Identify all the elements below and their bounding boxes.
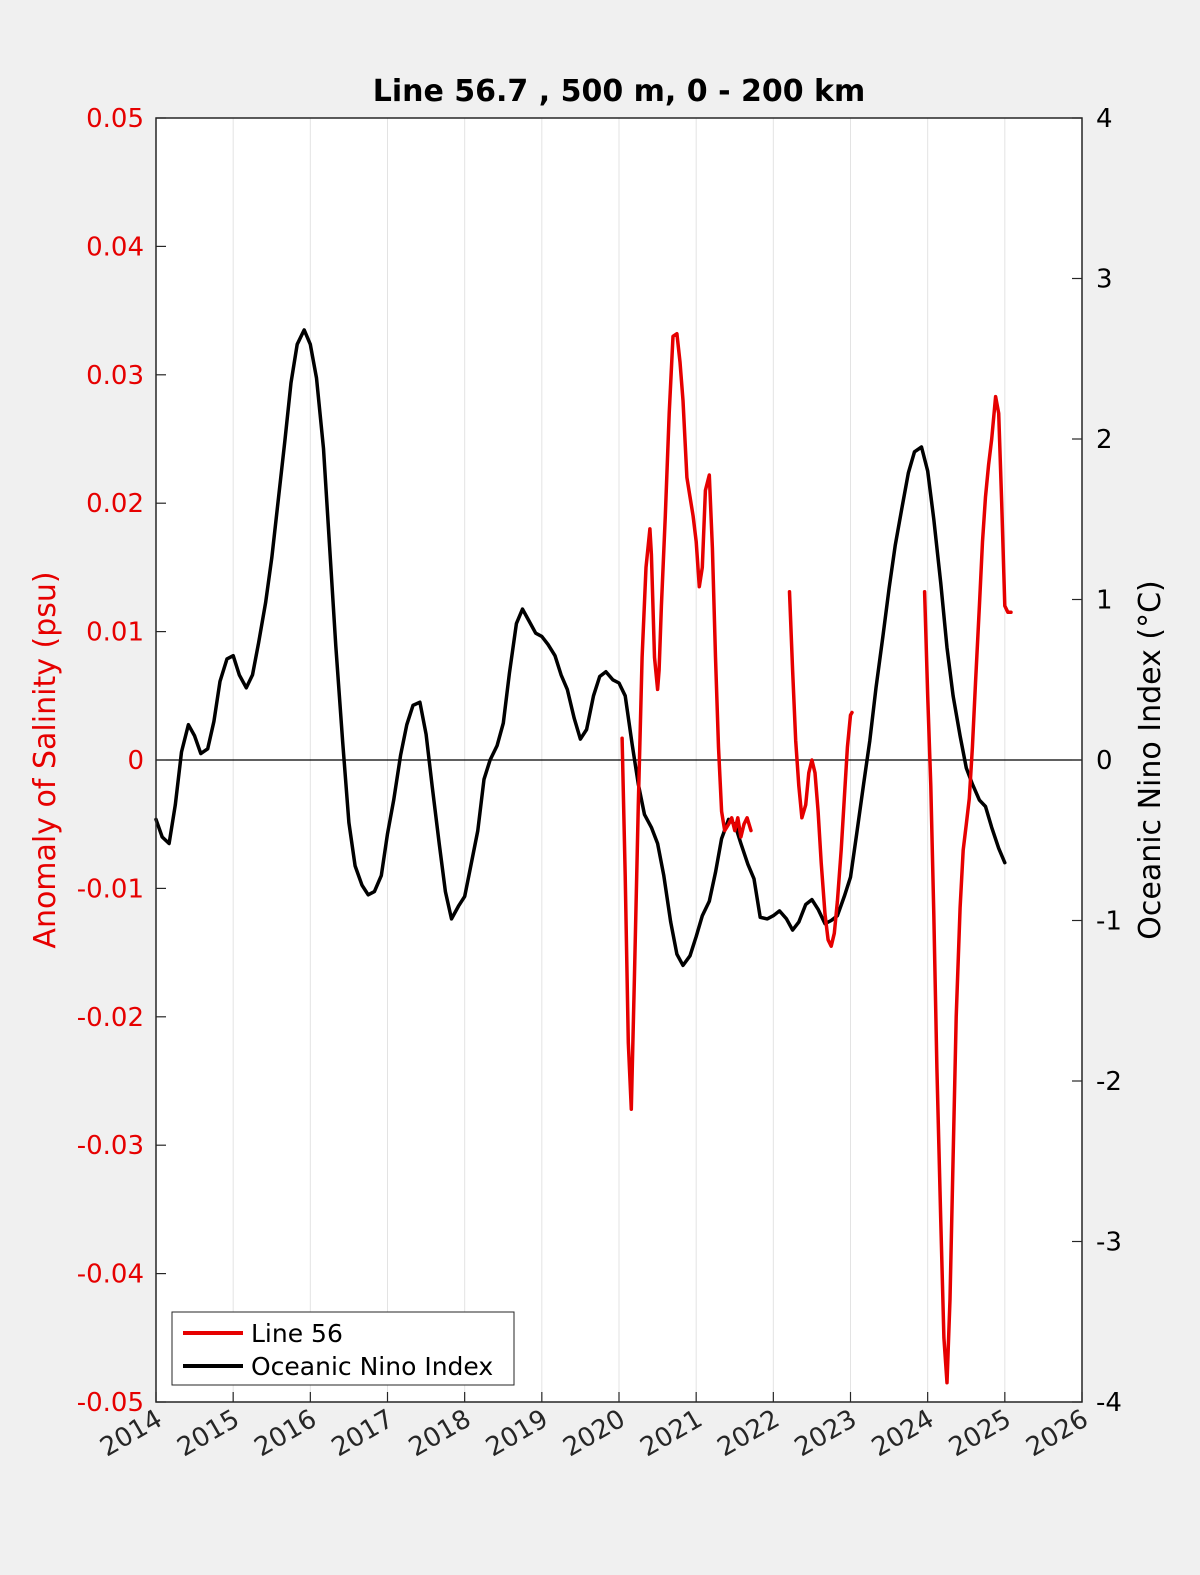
series-line-56-segment-3	[922, 394, 1013, 1385]
y-tick-label-right: -2	[1096, 1067, 1122, 1097]
y-tick-label-left: -0.03	[77, 1131, 144, 1161]
y-tick-label-left: -0.02	[77, 1003, 144, 1033]
y-tick-label-right: 3	[1096, 265, 1113, 295]
y-tick-label-right: 1	[1096, 586, 1113, 616]
y-tick-label-left: 0.05	[86, 104, 144, 134]
legend-box	[171, 1311, 515, 1386]
series-lines	[154, 328, 1013, 1385]
y-tick-label-left: -0.01	[77, 874, 144, 904]
y-tick-label-left: 0.04	[86, 232, 144, 262]
y-tick-label-left: 0.03	[86, 361, 144, 391]
axis-ticks: 2014 2015 2016 2017 2018 2019 2020 2021 2022 2023…	[77, 104, 1122, 1463]
y-tick-label-left: -0.04	[77, 1260, 144, 1290]
y-tick-label-left: -0.05	[77, 1388, 144, 1418]
series-line-oceanic-nino-index	[154, 328, 1007, 968]
y-tick-label-right: 0	[1096, 746, 1113, 776]
chart-title: Line 56.7 , 500 m, 0 - 200 km	[373, 74, 866, 109]
legend-label-oni: Oceanic Nino Index	[251, 1352, 493, 1381]
series-line-56-segment-2	[787, 590, 854, 948]
y-tick-label-right: 4	[1096, 104, 1113, 134]
y-tick-label-left: 0.02	[86, 489, 144, 519]
y-axis-label-right: Oceanic Nino Index (°C)	[1133, 580, 1168, 940]
series-line-56-segment-1	[620, 331, 753, 1111]
y-tick-label-left: 0	[127, 746, 144, 776]
legend-label-line-56: Line 56	[251, 1319, 343, 1348]
legend: Line 56 Oceanic Nino Index	[171, 1311, 515, 1386]
y-tick-label-left: 0.01	[86, 618, 144, 648]
y-tick-label-right: 2	[1096, 425, 1113, 455]
y-tick-label-right: -1	[1096, 907, 1122, 937]
y-axis-label-left: Anomaly of Salinity (psu)	[28, 571, 63, 948]
y-tick-label-right: -4	[1096, 1388, 1122, 1418]
y-tick-label-right: -3	[1096, 1228, 1122, 1258]
